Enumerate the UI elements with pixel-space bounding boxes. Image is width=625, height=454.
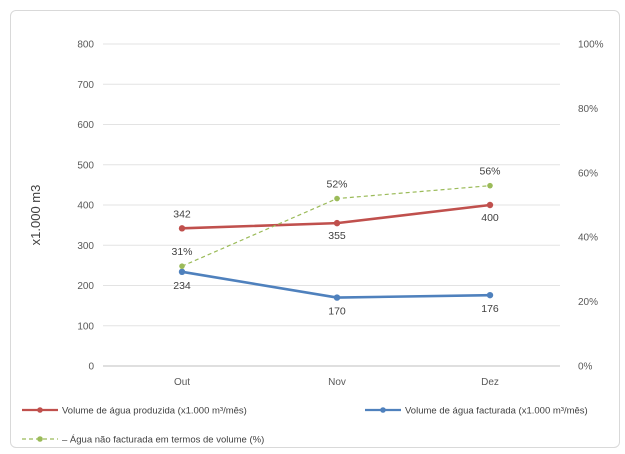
axes: x1.000 m3 0 100 200 300 400 500 600 700 800 0% 20%… <box>28 40 604 389</box>
y-tick-label: 700 <box>77 80 94 91</box>
data-point <box>179 269 185 275</box>
y-tick-label: 0 <box>88 362 94 373</box>
y-tick-label: 200 <box>77 281 94 292</box>
legend-marker <box>380 407 386 413</box>
data-label: 342 <box>173 208 191 220</box>
legend-label: – Água não facturada em termos de volume… <box>62 435 264 446</box>
legend-marker <box>37 407 43 413</box>
x-tick-label: Dez <box>481 377 499 388</box>
data-label: 234 <box>173 280 191 292</box>
y2-tick-label: 20% <box>578 297 598 308</box>
y2-tick-label: 100% <box>578 40 604 51</box>
y-tick-label: 100 <box>77 321 94 332</box>
data-label: 170 <box>328 306 346 318</box>
data-point <box>487 183 493 189</box>
data-point <box>179 263 185 269</box>
y-tick-label: 500 <box>77 160 94 171</box>
y2-tick-label: 40% <box>578 233 598 244</box>
y-axis-title: x1.000 m3 <box>28 185 43 246</box>
data-label: 400 <box>481 212 499 224</box>
data-label: 355 <box>328 230 346 242</box>
data-point <box>334 220 340 226</box>
data-point <box>487 202 493 208</box>
y-tick-label: 800 <box>77 40 94 51</box>
data-point <box>334 196 340 202</box>
data-point <box>179 225 185 231</box>
data-label: 176 <box>481 303 499 315</box>
y-tick-label: 400 <box>77 201 94 212</box>
data-label: 52% <box>326 179 347 191</box>
data-point <box>334 294 340 300</box>
y2-tick-label: 0% <box>578 362 593 373</box>
series-line <box>182 272 490 298</box>
y-tick-label: 600 <box>77 120 94 131</box>
legend: Volume de água produzida (x1.000 m³/mês)… <box>22 406 588 446</box>
legend-marker <box>37 436 43 442</box>
y2-tick-label: 60% <box>578 168 598 179</box>
x-tick-label: Nov <box>328 377 346 388</box>
y-tick-label: 300 <box>77 241 94 252</box>
legend-label: Volume de água produzida (x1.000 m³/mês) <box>62 406 247 417</box>
legend-label: Volume de água facturada (x1.000 m³/mês) <box>405 406 588 417</box>
x-tick-label: Out <box>174 377 190 388</box>
data-label: 31% <box>171 246 192 258</box>
y2-tick-label: 80% <box>578 104 598 115</box>
data-label: 56% <box>479 166 500 178</box>
data-point <box>487 292 493 298</box>
